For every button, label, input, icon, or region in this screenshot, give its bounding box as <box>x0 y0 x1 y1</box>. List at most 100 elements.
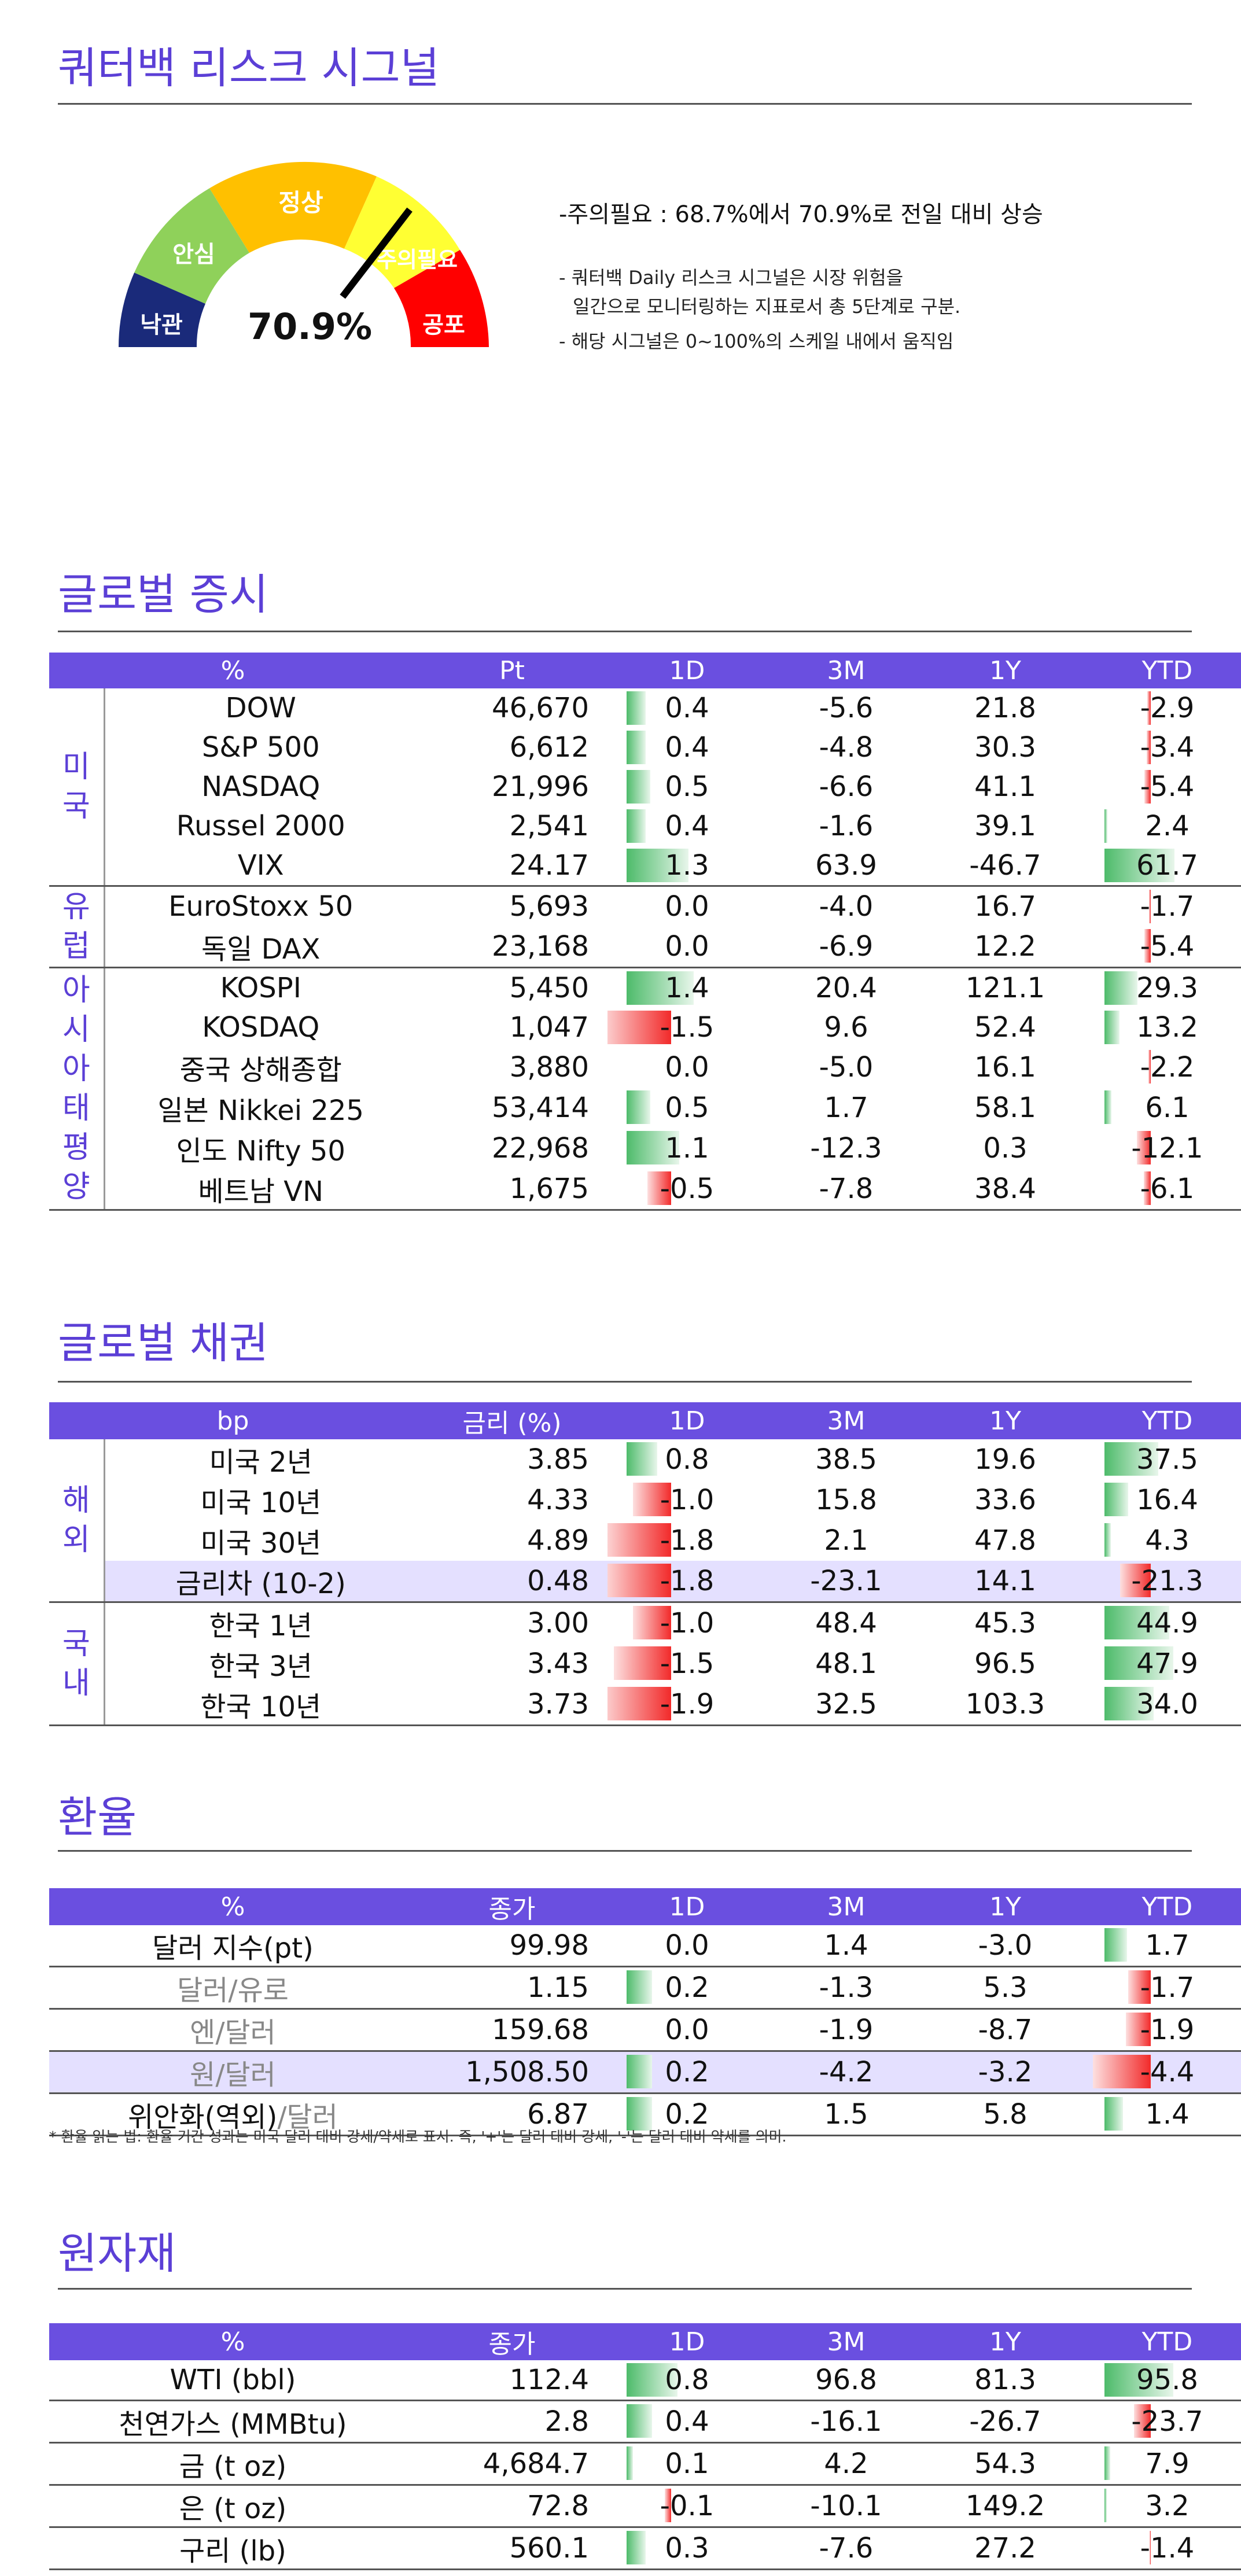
cell-1y: -46.7 <box>926 846 1085 887</box>
row-name: NASDAQ <box>201 771 321 803</box>
row-name-base: 달러 지수(pt) <box>152 1932 314 1965</box>
cell-ytd-value: -5.4 <box>1140 930 1195 963</box>
cell-ytd-bar <box>1104 1090 1112 1124</box>
cell-1y: 38.4 <box>926 1169 1085 1211</box>
header-3m: 3M <box>767 1888 926 1925</box>
table-row: 유 럽 EuroStoxx 50 5,693 0.0 -4.0 16.7 -1.7 <box>49 886 1241 968</box>
cell-ytd-value: -21.3 <box>1131 1565 1203 1597</box>
cell-ytd: 47.9 <box>1085 1643 1241 1684</box>
header-1d: 1D <box>607 1888 767 1925</box>
row-name: DOW <box>225 692 296 724</box>
cell-3m: 20.4 <box>815 972 877 1004</box>
cell-3m: 2.1 <box>824 1524 868 1557</box>
cell-ytd-value: 7.9 <box>1145 2448 1190 2480</box>
cell-ytd: -2.2 <box>1085 1047 1241 1088</box>
cell-1d-value: 0.4 <box>665 2405 709 2438</box>
row-value: 1,675 <box>417 1169 607 1211</box>
table-row: 일본 Nikkei 225 53,414 0.5 1.7 58.1 6.1 <box>49 1088 1241 1128</box>
cell-1d-bar <box>627 809 646 843</box>
cell-1d-value: 0.4 <box>665 731 709 764</box>
cell-3m: -5.6 <box>819 692 874 724</box>
cell-1d: 0.4 <box>607 728 767 767</box>
cell-1d-bar <box>627 691 646 725</box>
cell-ytd-bar <box>1104 2097 1124 2131</box>
risk-gauge: 낙관 안심 정상 주의필요 공포 <box>119 161 489 347</box>
cell-3m: -10.1 <box>767 2485 926 2528</box>
gauge-label-4: 주의필요 <box>377 247 458 272</box>
header-ytd: YTD <box>1085 1888 1241 1925</box>
row-value: 4.33 <box>527 1484 590 1516</box>
cell-3m: -4.2 <box>767 2051 926 2094</box>
row-value: 6.87 <box>417 2093 607 2136</box>
cell-1d-value: 1.1 <box>665 1132 709 1164</box>
region-char: 시 <box>62 1012 90 1047</box>
cell-1d: 0.5 <box>607 767 767 806</box>
cell-3m: 48.4 <box>815 1607 877 1639</box>
gauge-needle <box>340 207 413 299</box>
gauge-seg-5 <box>394 250 489 347</box>
row-name: KOSDAQ <box>202 1011 320 1044</box>
cell-ytd-value: 29.3 <box>1136 972 1198 1004</box>
row-name: 엔/달러 <box>49 2009 417 2052</box>
row-value: 4,684.7 <box>417 2442 607 2486</box>
row-value: 2,541 <box>509 810 589 842</box>
header-value: 종가 <box>417 1888 607 1925</box>
row-name-quote: /달러 <box>215 2017 276 2049</box>
cell-3m: 9.6 <box>824 1011 868 1044</box>
cell-1y: 30.3 <box>974 731 1036 764</box>
cell-ytd-bar <box>1137 1131 1151 1164</box>
cell-3m: 38.5 <box>815 1443 877 1476</box>
row-name: EuroStoxx 50 <box>168 890 353 923</box>
row-name: KOSPI <box>220 972 301 1004</box>
cell-ytd-value: 1.7 <box>1145 1929 1190 1962</box>
row-name: 구리 (lb) <box>49 2527 417 2570</box>
region-char: 해 <box>62 1483 90 1518</box>
commodities-title: 원자재 <box>58 2229 176 2279</box>
cell-1y: 14.1 <box>926 1561 1085 1603</box>
cell-ytd-bar <box>1148 1050 1151 1084</box>
cell-1d: -1.8 <box>607 1520 767 1561</box>
cell-1y: 81.3 <box>926 2360 1085 2401</box>
cell-ytd: 34.0 <box>1085 1684 1241 1726</box>
bonds-table: bp 금리 (%) 1D 3M 1Y YTD 해 외 미국 2년 3.85 0.8 38.5 19.6 3… <box>49 1402 1241 1726</box>
row-value: 1,047 <box>509 1011 589 1044</box>
header-3m: 3M <box>767 2323 926 2360</box>
cell-1d-value: 1.3 <box>665 849 709 882</box>
cell-ytd-value: -2.9 <box>1140 692 1195 724</box>
cell-ytd-value: -4.4 <box>1140 2056 1195 2088</box>
header-row: bp 금리 (%) 1D 3M 1Y YTD <box>49 1402 1241 1439</box>
cell-ytd: 44.9 <box>1085 1602 1241 1644</box>
cell-ytd-value: -6.1 <box>1140 1173 1195 1205</box>
cell-3m: -1.6 <box>819 810 874 842</box>
region-char: 유 <box>62 890 90 924</box>
cell-1y: 5.8 <box>926 2093 1085 2136</box>
cell-ytd-bar <box>1120 1564 1151 1597</box>
cell-ytd-value: -1.9 <box>1140 2014 1195 2046</box>
table-row: NASDAQ 21,996 0.5 -6.6 41.1 -5.4 <box>49 767 1241 806</box>
cell-1d-value: 0.2 <box>665 2098 709 2131</box>
cell-1d-value: 0.8 <box>665 2364 709 2396</box>
row-name: 달러/유로 <box>49 1966 417 2010</box>
cell-1y: -26.7 <box>926 2400 1085 2444</box>
table-row: 아 시 아 태 평 양 KOSPI 5,450 1.4 20.4 121.1 29.3 <box>49 967 1241 1211</box>
cell-ytd: -23.7 <box>1085 2400 1241 2444</box>
cell-ytd: 37.5 <box>1085 1439 1241 1480</box>
cell-ytd-bar <box>1128 1970 1151 2004</box>
row-name: 원/달러 <box>49 2051 417 2094</box>
cell-ytd-value: -5.4 <box>1140 771 1195 803</box>
table-row: 한국 3년 3.43 -1.5 48.1 96.5 47.9 <box>49 1643 1241 1684</box>
cell-ytd: 95.8 <box>1085 2360 1241 2401</box>
cell-ytd-bar <box>1104 1442 1159 1476</box>
row-name: 인도 Nifty 50 <box>176 1135 345 1167</box>
cell-1d-value: 0.0 <box>665 1929 709 1962</box>
cell-3m: 15.8 <box>815 1484 877 1516</box>
row-name: 중국 상해종합 <box>179 1054 342 1086</box>
cell-ytd-bar <box>1144 770 1151 804</box>
cell-1d-value: -1.0 <box>660 1484 715 1516</box>
cell-1d-bar <box>627 2363 677 2397</box>
cell-1d-bar <box>627 2531 646 2564</box>
cell-ytd-bar <box>1104 2446 1110 2480</box>
commodities-table: % 종가 1D 3M 1Y YTD WTI (bbl) 112.4 0.8 96.8 81.3 95.… <box>49 2323 1241 2570</box>
table-row: 중국 상해종합 3,880 0.0 -5.0 16.1 -2.2 <box>49 1047 1241 1088</box>
row-name-base: 위안화(역외) <box>128 2101 278 2133</box>
